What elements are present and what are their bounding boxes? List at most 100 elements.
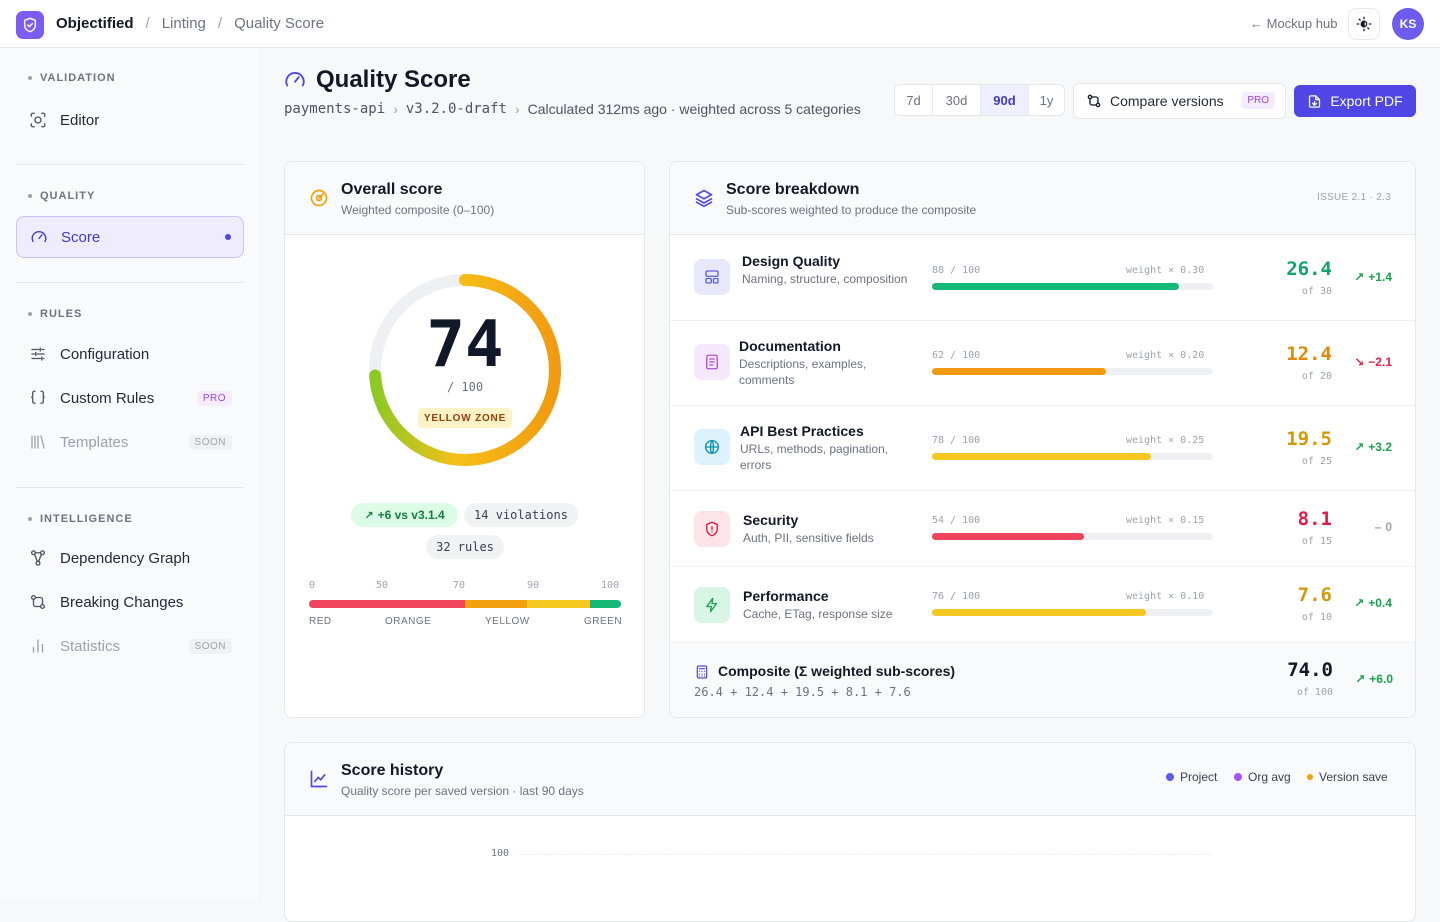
weighted-max: of 30 [1301, 286, 1332, 297]
time-range-selector: 7d 30d 90d 1y [894, 84, 1065, 116]
category-description: URLs, methods, pagination, errors [740, 442, 889, 472]
issue-reference: ISSUE 2.1 · 2.3 [1317, 192, 1391, 203]
zone-red [309, 600, 465, 608]
zone-badge: YELLOW ZONE [418, 408, 512, 428]
theme-toggle-button[interactable] [1348, 8, 1380, 40]
sidebar-item-label: Custom Rules [60, 389, 155, 407]
git-compare-icon [1087, 94, 1101, 108]
soon-badge: SOON [188, 434, 232, 450]
category-raw-score: 54 / 100 [932, 515, 981, 526]
score-bar-fill [932, 609, 1146, 616]
breakdown-row[interactable]: Performance Cache, ETag, response size 7… [670, 567, 1415, 643]
brand-logo-icon[interactable] [16, 11, 44, 39]
sidebar: VALIDATION Editor QUALITY Score RULES Co… [0, 48, 260, 900]
sidebar-item-templates[interactable]: Templates SOON [16, 422, 244, 462]
sidebar-item-custom-rules[interactable]: Custom Rules PRO [16, 378, 244, 418]
chevron-right-icon: › [393, 101, 398, 117]
user-avatar[interactable]: KS [1392, 8, 1424, 40]
sidebar-item-label: Templates [60, 433, 129, 451]
card-title: Overall score [341, 181, 443, 198]
graph-icon [28, 548, 48, 568]
export-pdf-button[interactable]: Export PDF [1294, 85, 1416, 117]
violations-pill[interactable]: 14 violations [464, 503, 578, 527]
sidebar-item-editor[interactable]: Editor [16, 100, 244, 140]
overall-score-max: / 100 [446, 380, 484, 394]
zone-label: YELLOW [485, 616, 530, 627]
document-icon [694, 344, 730, 380]
scale-tick: 0 [309, 580, 316, 591]
breakdown-row[interactable]: Documentation Descriptions, examples, co… [670, 321, 1415, 406]
composite-value: 74.0 [1287, 659, 1333, 681]
card-subtitle: Quality score per saved version · last 9… [341, 784, 584, 798]
range-7d[interactable]: 7d [895, 85, 933, 115]
weighted-value: 7.6 [1297, 584, 1332, 606]
breakdown-row[interactable]: API Best Practices URLs, methods, pagina… [670, 406, 1415, 491]
card-title: Score breakdown [726, 181, 860, 198]
sidebar-item-breaking-changes[interactable]: Breaking Changes [16, 582, 244, 622]
category-weight: weight × 0.15 [1126, 515, 1205, 526]
compare-versions-button[interactable]: Compare versions PRO [1073, 83, 1286, 119]
library-icon [28, 432, 48, 452]
zone-green [589, 600, 621, 608]
card-header: Score history Quality score per saved ve… [285, 743, 1415, 816]
composite-formula: 26.4 + 12.4 + 19.5 + 8.1 + 7.6 [694, 685, 911, 699]
trend-up-icon: ↗ [364, 509, 374, 522]
breadcrumb-linting[interactable]: Linting [161, 15, 206, 32]
weighted-value: 8.1 [1297, 508, 1332, 530]
sliders-icon [28, 344, 48, 364]
target-icon [310, 189, 328, 207]
legend-project[interactable]: Project [1166, 770, 1217, 784]
bar-chart-icon [28, 636, 48, 656]
soon-badge: SOON [188, 638, 232, 654]
divider [16, 282, 244, 283]
breadcrumb-separator: / [145, 15, 150, 32]
globe-icon [694, 429, 730, 465]
breakdown-row[interactable]: Security Auth, PII, sensitive fields 54 … [670, 491, 1415, 567]
breadcrumb-current: Quality Score [234, 15, 325, 32]
legend-org-avg[interactable]: Org avg [1234, 770, 1291, 784]
legend-dot [1307, 774, 1313, 780]
page-subtitle: payments-api › v3.2.0-draft › Calculated… [284, 101, 861, 117]
breakdown-row[interactable]: Design Quality Naming, structure, compos… [670, 236, 1415, 321]
breadcrumb-brand[interactable]: Objectified [56, 15, 134, 32]
layers-icon [695, 189, 713, 208]
gauge-icon [285, 72, 305, 87]
zone-orange [465, 600, 528, 608]
legend-dot [1166, 773, 1174, 781]
zone-label: ORANGE [385, 616, 432, 627]
score-bar-track [932, 368, 1213, 375]
y-axis-tick: 100 [491, 848, 510, 859]
sidebar-item-score[interactable]: Score [16, 216, 244, 258]
overall-score-value: 74 [426, 308, 504, 382]
sidebar-item-label: Statistics [60, 637, 121, 655]
trend-up-icon: ↗ [1355, 672, 1366, 686]
version-name[interactable]: v3.2.0-draft [405, 101, 507, 117]
sidebar-item-statistics[interactable]: Statistics SOON [16, 626, 244, 666]
legend-version-save[interactable]: Version save [1307, 770, 1388, 784]
trend-up-icon: ↗ [1354, 270, 1365, 284]
sidebar-item-configuration[interactable]: Configuration [16, 334, 244, 374]
zone-yellow [527, 600, 590, 608]
weighted-max: of 25 [1301, 456, 1332, 467]
active-indicator [225, 234, 231, 240]
rules-pill[interactable]: 32 rules [426, 535, 504, 559]
category-weight: weight × 0.10 [1126, 591, 1205, 602]
category-weight: weight × 0.25 [1126, 435, 1205, 446]
card-header: Score breakdown Sub-scores weighted to p… [670, 162, 1415, 235]
delta-value: –0 [1374, 520, 1392, 534]
mockup-hub-link[interactable]: ← Mockup hub [1250, 16, 1338, 31]
category-raw-score: 78 / 100 [932, 435, 981, 446]
project-name[interactable]: payments-api [284, 101, 386, 117]
card-header: Overall score Weighted composite (0–100) [285, 162, 644, 235]
range-1y[interactable]: 1y [1039, 92, 1054, 108]
scale-tick: 50 [376, 580, 389, 591]
range-30d[interactable]: 30d [933, 85, 981, 115]
sidebar-item-dependency-graph[interactable]: Dependency Graph [16, 538, 244, 578]
range-90d[interactable]: 90d [981, 85, 1029, 115]
theme-icon [1356, 16, 1372, 32]
score-history-card: Score history Quality score per saved ve… [284, 742, 1416, 922]
category-name: Documentation [739, 338, 841, 354]
category-raw-score: 88 / 100 [932, 265, 981, 276]
braces-icon [28, 388, 48, 408]
shield-icon [694, 511, 730, 547]
